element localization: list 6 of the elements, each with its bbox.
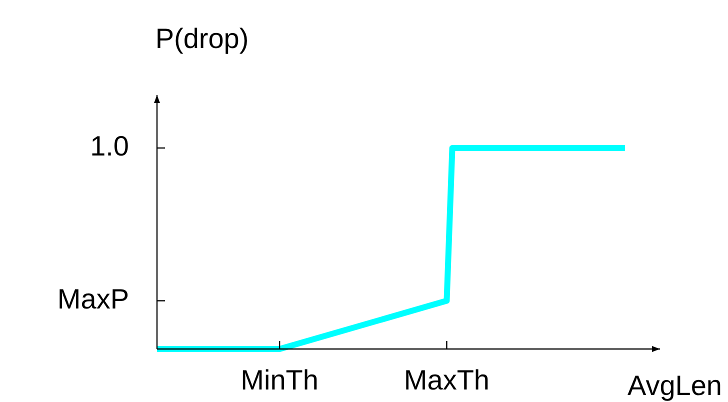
x-tick-label: MinTh xyxy=(240,364,318,396)
text: MaxP xyxy=(57,283,129,314)
x-axis-title: AvgLen xyxy=(628,370,722,401)
x-tick-label: MaxTh xyxy=(404,364,490,396)
y-axis-title: P(drop) xyxy=(155,23,249,54)
text: 1.0 xyxy=(90,130,129,162)
